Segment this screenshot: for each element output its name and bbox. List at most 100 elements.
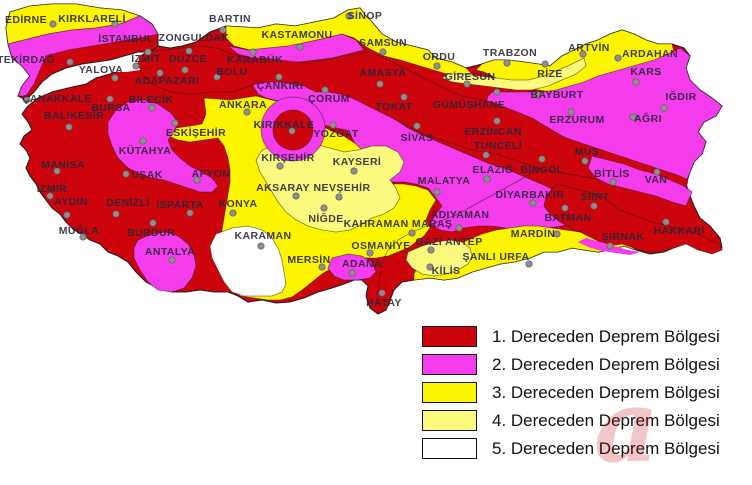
city-dot (653, 168, 661, 176)
legend-swatch (422, 410, 477, 431)
zone5-karaman-white (209, 225, 287, 297)
city-dot (348, 269, 356, 277)
city-dot (378, 289, 386, 297)
city-dot (171, 119, 179, 127)
zone4-gaziantep-kilis (405, 239, 473, 277)
city-dot (366, 249, 374, 257)
city-dot (482, 151, 490, 159)
legend-row: 5. Dereceden Deprem Bölgesi (422, 438, 720, 459)
city-dot (329, 121, 337, 129)
city-dot (46, 192, 54, 200)
zone4-giresun-rize-strip (441, 57, 587, 91)
city-dot (243, 108, 251, 116)
city-dot (525, 260, 533, 268)
city-dot (590, 202, 598, 210)
legend-row: 1. Dereceden Deprem Bölgesi (422, 326, 720, 347)
city-dot (320, 204, 328, 212)
city-dot (53, 167, 61, 175)
zone2-kutahya-afyon (107, 99, 219, 193)
city-dot (534, 91, 542, 99)
city-dot (350, 167, 358, 175)
city-dot (185, 47, 193, 55)
city-dot (427, 246, 435, 254)
legend-label: 3. Dereceden Deprem Bölgesi (492, 383, 720, 402)
zone2-antalya (133, 231, 197, 293)
city-dot (345, 12, 353, 20)
city-dot (433, 62, 441, 70)
city-dot (379, 48, 387, 56)
city-dot (23, 96, 31, 104)
city-dot (213, 73, 221, 81)
city-dot (376, 80, 384, 88)
city-dot (579, 50, 587, 58)
city-dot (66, 58, 74, 66)
city-dot (529, 199, 537, 207)
city-dot (63, 211, 71, 219)
zone2-van-bitlis (587, 155, 693, 207)
city-dot (335, 193, 343, 201)
city-dot (49, 20, 57, 28)
city-dot (318, 263, 326, 271)
city-dot (168, 256, 176, 264)
city-dot (111, 74, 119, 82)
city-dot (276, 162, 284, 170)
city-dot (483, 175, 491, 183)
city-dot (112, 210, 120, 218)
city-dot (561, 204, 569, 212)
city-dot (229, 209, 237, 217)
city-dot (413, 122, 421, 130)
zone2-adana (327, 253, 377, 281)
city-dot (493, 88, 501, 96)
city-dot (288, 127, 296, 135)
city-dot (614, 54, 622, 62)
city-dot (553, 230, 561, 238)
city-dot (219, 26, 227, 34)
city-dot (79, 233, 87, 241)
city-dot (581, 157, 589, 165)
city-dot (541, 60, 549, 68)
legend-swatch (422, 438, 477, 459)
city-dot (275, 73, 283, 81)
city-dot (400, 93, 408, 101)
legend-swatch (422, 382, 477, 403)
city-dot (493, 117, 501, 125)
city-dot (629, 113, 637, 121)
city-dot (463, 80, 471, 88)
legend-label: 2. Dereceden Deprem Bölgesi (492, 355, 720, 374)
city-dot (662, 218, 670, 226)
legend-row: 4. Dereceden Deprem Bölgesi (422, 410, 720, 431)
city-dot (122, 170, 130, 178)
city-dot (296, 43, 304, 51)
city-dot (503, 59, 511, 67)
legend-label: 1. Dereceden Deprem Bölgesi (492, 327, 720, 346)
map-legend: 1. Dereceden Deprem Bölgesi 2. Dereceden … (422, 326, 720, 466)
city-dot (321, 86, 329, 94)
city-dot (249, 48, 257, 56)
city-dot (632, 78, 640, 86)
city-dot (292, 192, 300, 200)
zone4-inner-central (255, 141, 405, 233)
city-dot (609, 178, 617, 186)
city-dot (144, 48, 152, 56)
zone2-thrace-middle (7, 15, 159, 97)
city-dot (193, 176, 201, 184)
city-dot (186, 209, 194, 217)
zone1-southeast-band (543, 183, 723, 255)
legend-label: 5. Dereceden Deprem Bölgesi (492, 439, 720, 458)
city-dot (156, 69, 164, 77)
city-dots-layer (23, 12, 670, 297)
legend-label: 4. Dereceden Deprem Bölgesi (492, 411, 720, 430)
city-dot (408, 229, 416, 237)
city-dot (660, 104, 668, 112)
city-dot (181, 66, 189, 74)
city-dot (148, 104, 156, 112)
legend-swatch (422, 326, 477, 347)
city-dot (132, 62, 140, 70)
city-dot (426, 263, 434, 271)
legend-swatch (422, 354, 477, 375)
city-dot (257, 242, 265, 250)
city-dot (433, 188, 441, 196)
city-dot (106, 95, 114, 103)
city-dot (567, 108, 575, 116)
